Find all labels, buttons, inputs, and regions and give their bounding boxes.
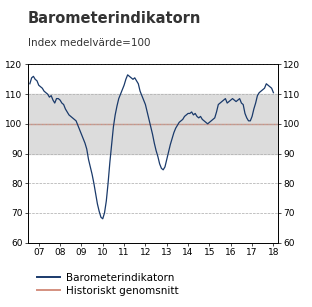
Text: Barometerindikatorn: Barometerindikatorn <box>28 11 202 26</box>
Bar <box>28 94 278 154</box>
Legend: Barometerindikatorn, Historiskt genomsnitt: Barometerindikatorn, Historiskt genomsni… <box>33 269 183 300</box>
Text: Index medelvärde=100: Index medelvärde=100 <box>28 38 151 49</box>
